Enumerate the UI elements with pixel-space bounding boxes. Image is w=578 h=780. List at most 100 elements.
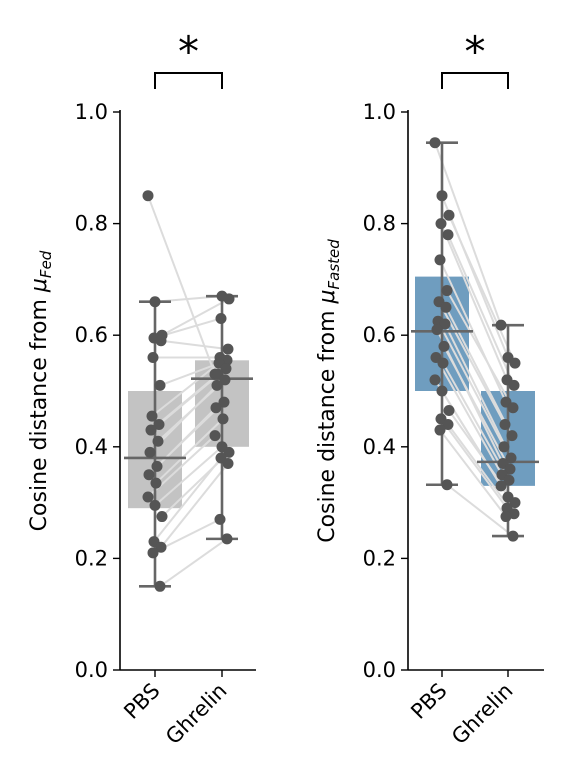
point-pbs [149, 499, 161, 511]
y-tick-label: 0.4 [75, 435, 108, 459]
point-ghrelin [495, 480, 507, 492]
y-tick-label: 0.2 [75, 546, 108, 570]
x-tick-label-ghrelin: Ghrelin [161, 679, 231, 749]
y-tick-label: 1.0 [75, 100, 108, 124]
pair-line [448, 214, 516, 364]
pair-line [147, 195, 216, 375]
point-ghrelin [507, 402, 519, 414]
y-tick-label: 0.8 [363, 212, 396, 236]
pair-line [445, 306, 513, 437]
point-pbs [440, 301, 452, 313]
point-pbs [154, 580, 166, 592]
x-tick-label-ghrelin: Ghrelin [447, 679, 517, 749]
y-tick-label: 1.0 [363, 100, 396, 124]
point-ghrelin [495, 319, 507, 331]
point-pbs [438, 340, 450, 352]
point-ghrelin [209, 430, 221, 442]
y-tick-label: 0.8 [75, 212, 108, 236]
pair-line [160, 462, 229, 548]
point-pbs [443, 405, 455, 417]
point-ghrelin [500, 511, 512, 523]
point-ghrelin [221, 533, 233, 545]
pair-line [154, 446, 223, 507]
y-tick-label: 0.2 [363, 546, 396, 570]
point-pbs [154, 379, 166, 391]
point-pbs [439, 318, 451, 330]
point-pbs [150, 477, 162, 489]
point-pbs [145, 424, 157, 436]
point-ghrelin [215, 312, 227, 324]
pair-line [444, 323, 512, 459]
point-pbs [153, 418, 165, 430]
point-ghrelin [217, 413, 229, 425]
pair-line [155, 418, 224, 484]
pair-line [434, 142, 502, 326]
point-pbs [155, 541, 167, 553]
significance-star: * [178, 27, 199, 76]
pair-line [440, 223, 508, 381]
point-ghrelin [211, 379, 223, 391]
significance-bracket [154, 72, 223, 89]
point-ghrelin [507, 530, 519, 542]
point-ghrelin [509, 497, 521, 509]
point-pbs [147, 547, 159, 559]
pair-line [153, 457, 222, 543]
point-pbs [146, 410, 158, 422]
point-pbs [151, 460, 163, 472]
point-pbs [155, 335, 167, 347]
point-pbs [144, 446, 156, 458]
pair-line [447, 234, 515, 386]
point-ghrelin [498, 441, 510, 453]
pair-line [161, 298, 230, 337]
point-pbs [435, 218, 447, 230]
point-pbs [142, 491, 154, 503]
pair-line [435, 357, 503, 476]
point-ghrelin [504, 463, 516, 475]
point-pbs [436, 190, 448, 202]
point-pbs [149, 296, 161, 308]
pair-line [151, 362, 220, 417]
point-pbs [152, 435, 164, 447]
point-ghrelin [509, 357, 521, 369]
point-ghrelin [506, 430, 518, 442]
point-pbs [431, 324, 443, 336]
x-tick-label-pbs: PBS [406, 679, 451, 724]
significance-star: * [465, 27, 486, 76]
y-tick-label: 0.0 [363, 658, 396, 682]
point-pbs [142, 190, 154, 202]
y-axis-label: Cosine distance from μFasted [315, 239, 343, 543]
point-pbs [429, 137, 441, 149]
point-pbs [434, 424, 446, 436]
point-pbs [441, 285, 453, 297]
significance-bracket [441, 72, 509, 89]
pair-line [437, 320, 505, 448]
pair-line [446, 483, 514, 537]
point-pbs [147, 352, 159, 364]
point-ghrelin [222, 458, 234, 470]
point-ghrelin [223, 446, 235, 458]
point-pbs [156, 511, 168, 523]
y-tick-label: 0.6 [75, 323, 108, 347]
y-tick-label: 0.4 [363, 435, 396, 459]
pair-line [160, 339, 229, 351]
point-ghrelin [508, 379, 520, 391]
y-axis-label: Cosine distance from μFed [27, 250, 55, 531]
y-tick-label: 0.6 [363, 323, 396, 347]
point-pbs [436, 385, 448, 397]
point-ghrelin [503, 474, 515, 486]
point-pbs [442, 229, 454, 241]
point-ghrelin [505, 452, 517, 464]
point-pbs [437, 357, 449, 369]
x-tick-label-pbs: PBS [119, 679, 164, 724]
point-ghrelin [219, 374, 231, 386]
point-pbs [429, 374, 441, 386]
point-ghrelin [210, 402, 222, 414]
point-pbs [441, 479, 453, 491]
point-pbs [443, 209, 455, 221]
pair-line [446, 290, 514, 409]
point-ghrelin [218, 396, 230, 408]
point-ghrelin [220, 363, 232, 375]
pair-line [440, 418, 508, 509]
